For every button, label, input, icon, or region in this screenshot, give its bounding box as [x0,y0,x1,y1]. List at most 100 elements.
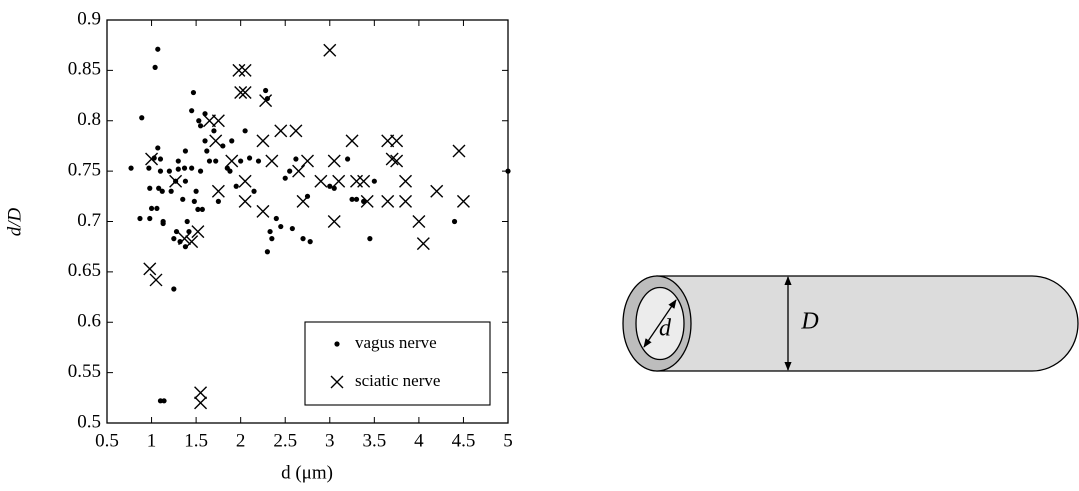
point [182,244,189,250]
point [182,178,189,184]
point [159,188,165,194]
x-tick-label: 2.5 [273,430,297,451]
point [197,123,204,129]
y-tick-label: 0.5 [77,411,101,432]
point [194,386,208,400]
point [381,194,395,208]
point [233,183,239,189]
point [206,158,213,164]
point [229,138,235,144]
point [327,183,333,189]
point [399,194,413,208]
point [278,223,284,230]
point [301,154,314,168]
point [232,63,246,77]
point [452,144,466,158]
point [173,228,180,235]
point [180,196,186,202]
point [211,128,217,134]
point [263,87,269,94]
point [156,185,162,191]
y-tick-label: 0.6 [77,311,101,332]
point [274,124,288,138]
point [171,286,177,292]
y-tick-label: 0.8 [77,109,101,130]
point [287,168,293,174]
point [197,168,204,174]
point [360,194,374,208]
point [345,134,359,148]
point [238,63,252,77]
point [149,273,163,287]
y-axis-label: d/D [4,207,25,236]
x-tick-label: 5 [503,430,513,451]
y-tick-label: 0.9 [77,8,101,29]
point [350,174,364,188]
point [289,124,303,138]
point [202,138,208,144]
point [146,165,152,171]
y-tick-label: 0.55 [68,361,101,382]
point [168,188,174,194]
point [323,43,337,57]
point [256,204,270,218]
point [147,185,153,191]
point [139,115,145,121]
outer-label: D [800,309,818,335]
x-tick-label: 2 [236,430,246,451]
legend-label: sciatic nerve [355,371,440,390]
point [246,155,253,161]
point [255,158,262,164]
point [189,108,195,114]
point [161,398,167,404]
point [178,232,192,246]
x-tick-label: 3.5 [362,430,386,451]
point [128,165,134,171]
x-tick-label: 4 [414,430,424,451]
point [300,236,306,242]
point [169,174,183,188]
y-tick-label: 0.7 [77,210,101,231]
point [456,194,470,208]
point [267,228,273,235]
x-tick-label: 3 [325,430,335,451]
point [385,152,399,166]
point [293,156,299,162]
point [264,249,270,255]
point [204,148,210,154]
cylinder-diagram: d D [622,275,1079,372]
point [282,175,288,181]
point [242,128,248,134]
point [314,174,328,188]
point [177,239,183,245]
point [273,215,279,222]
point [155,145,161,151]
point [390,154,404,168]
y-tick-label: 0.65 [68,260,101,281]
point [213,158,219,164]
x-tick-label: 1.5 [184,430,208,451]
x-tick-label: 4.5 [452,430,476,451]
point [190,89,197,96]
point [182,148,189,154]
point [259,94,273,108]
point [451,218,458,225]
legend-marker [334,341,340,347]
point [399,174,413,188]
point [157,168,164,174]
point [152,64,158,70]
point [196,118,202,124]
point [184,218,190,225]
point [238,194,252,208]
point [390,134,404,148]
point [143,262,157,276]
point [220,143,226,149]
point [215,198,221,204]
point [209,134,223,148]
point [251,188,257,194]
point [199,206,205,213]
point [157,156,164,162]
point [234,86,248,100]
point [269,236,275,242]
point [256,134,270,148]
